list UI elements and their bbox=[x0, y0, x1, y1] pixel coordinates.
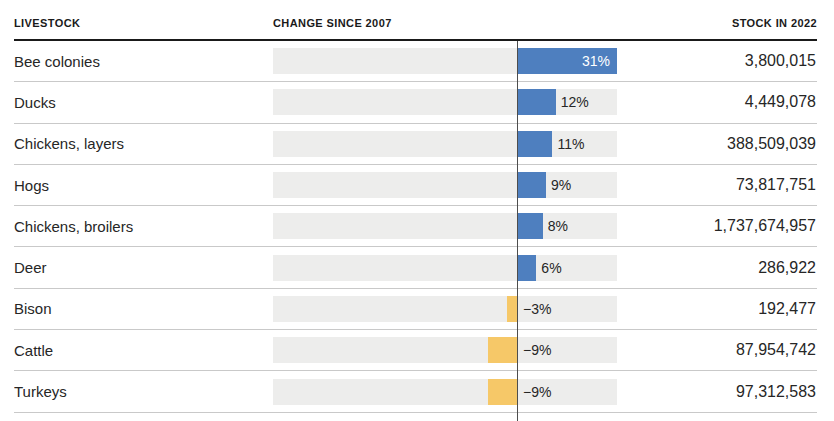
table-row: Ducks 12% 4,449,078 bbox=[14, 82, 817, 123]
table-row: Chickens, layers 11% 388,509,039 bbox=[14, 124, 817, 165]
change-bar bbox=[517, 172, 546, 198]
row-label: Chickens, layers bbox=[14, 135, 273, 152]
change-percent-label: −9% bbox=[523, 337, 551, 363]
column-header-change: CHANGE SINCE 2007 bbox=[273, 17, 617, 29]
stock-value: 286,922 bbox=[617, 259, 817, 277]
change-percent-label: 11% bbox=[557, 131, 584, 157]
table-row: Turkeys −9% 97,312,583 bbox=[14, 371, 817, 412]
row-label: Turkeys bbox=[14, 383, 273, 400]
stock-value: 192,477 bbox=[617, 300, 817, 318]
livestock-change-table: LIVESTOCK CHANGE SINCE 2007 STOCK IN 202… bbox=[0, 0, 834, 421]
row-label: Chickens, broilers bbox=[14, 218, 273, 235]
zero-axis-line bbox=[517, 41, 518, 421]
stock-value: 1,737,674,957 bbox=[617, 217, 817, 235]
bar-track: 9% bbox=[273, 172, 617, 198]
stock-value: 4,449,078 bbox=[617, 93, 817, 111]
row-label: Hogs bbox=[14, 177, 273, 194]
row-label: Deer bbox=[14, 259, 273, 276]
bar-track: 6% bbox=[273, 255, 617, 281]
change-percent-label: 6% bbox=[541, 255, 561, 281]
row-label: Ducks bbox=[14, 94, 273, 111]
stock-value: 3,800,015 bbox=[617, 52, 817, 70]
stock-value: 87,954,742 bbox=[617, 341, 817, 359]
change-percent-label: 8% bbox=[548, 213, 568, 239]
column-header-stock: STOCK IN 2022 bbox=[617, 17, 817, 29]
change-bar bbox=[517, 131, 552, 157]
row-label: Cattle bbox=[14, 342, 273, 359]
change-percent-label: 31% bbox=[582, 48, 610, 74]
bar-track: 12% bbox=[273, 89, 617, 115]
bar-track: −9% bbox=[273, 379, 617, 405]
table-row: Chickens, broilers 8% 1,737,674,957 bbox=[14, 206, 817, 247]
bar-track: −9% bbox=[273, 337, 617, 363]
change-bar bbox=[488, 379, 517, 405]
table-body: Bee colonies 31% 3,800,015 Ducks 12% 4,4… bbox=[14, 41, 817, 413]
bar-track: −3% bbox=[273, 296, 617, 322]
change-bar bbox=[517, 89, 556, 115]
table-row: Bee colonies 31% 3,800,015 bbox=[14, 41, 817, 82]
table-row: Bison −3% 192,477 bbox=[14, 289, 817, 330]
table-row: Deer 6% 286,922 bbox=[14, 247, 817, 288]
bar-track: 8% bbox=[273, 213, 617, 239]
change-percent-label: −3% bbox=[523, 296, 551, 322]
change-bar bbox=[517, 213, 543, 239]
table-row: Hogs 9% 73,817,751 bbox=[14, 165, 817, 206]
change-percent-label: −9% bbox=[523, 379, 551, 405]
stock-value: 388,509,039 bbox=[617, 135, 817, 153]
table-row: Cattle −9% 87,954,742 bbox=[14, 330, 817, 371]
change-bar bbox=[488, 337, 517, 363]
bar-track: 31% bbox=[273, 48, 617, 74]
column-header-livestock: LIVESTOCK bbox=[14, 17, 273, 29]
stock-value: 73,817,751 bbox=[617, 176, 817, 194]
change-bar bbox=[507, 296, 517, 322]
change-percent-label: 9% bbox=[551, 172, 571, 198]
row-label: Bee colonies bbox=[14, 53, 273, 70]
bar-track: 11% bbox=[273, 131, 617, 157]
stock-value: 97,312,583 bbox=[617, 383, 817, 401]
row-label: Bison bbox=[14, 300, 273, 317]
change-percent-label: 12% bbox=[561, 89, 589, 115]
change-bar bbox=[517, 255, 536, 281]
table-header-row: LIVESTOCK CHANGE SINCE 2007 STOCK IN 202… bbox=[14, 0, 817, 41]
